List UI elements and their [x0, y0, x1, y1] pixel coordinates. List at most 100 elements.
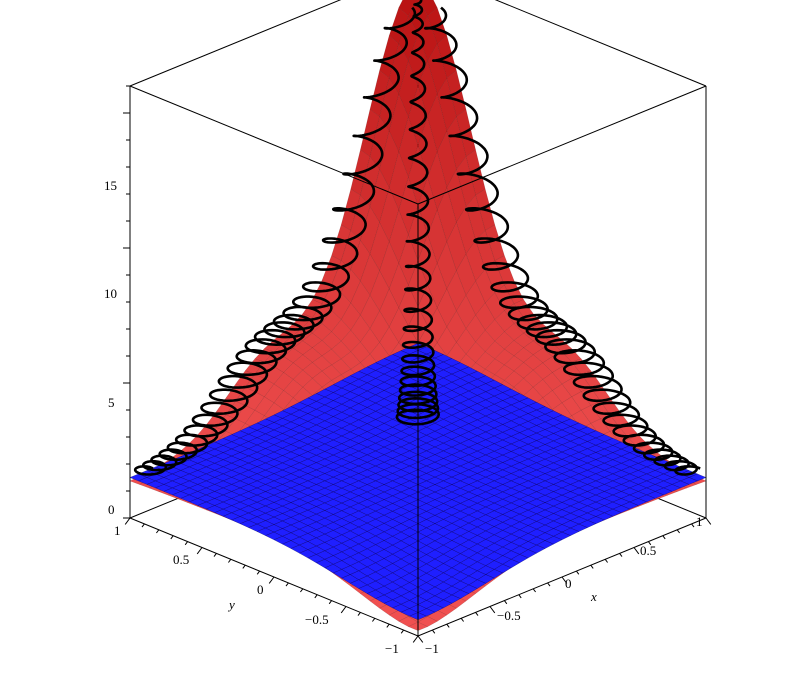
- surface-patch: [446, 116, 467, 170]
- z-axis: [123, 85, 130, 519]
- y-tick: [155, 529, 160, 534]
- surface-patch: [446, 221, 467, 272]
- surface-patch: [456, 328, 476, 355]
- y-tick-label: 0.5: [173, 552, 189, 567]
- surface-patch: [465, 149, 486, 196]
- surface-patch: [350, 280, 371, 316]
- surface-patch: [350, 239, 371, 282]
- surface-patch: [264, 383, 284, 404]
- surface-patch: [513, 347, 534, 363]
- y-tick: [371, 617, 376, 622]
- y-tick: [357, 612, 361, 616]
- surface-patch: [273, 372, 294, 391]
- y-tick: [184, 541, 189, 546]
- surface-patch: [552, 383, 572, 404]
- surface-patch: [312, 340, 332, 357]
- surface-patch: [513, 332, 534, 348]
- z-tick-label: 0: [108, 502, 115, 517]
- x-tick: [576, 570, 580, 575]
- surface-patch: [456, 253, 476, 296]
- y-tick-label: 0: [257, 582, 264, 597]
- surface-patch: [369, 116, 390, 170]
- x-tick: [532, 588, 536, 593]
- surface-patch: [465, 314, 486, 343]
- x-axis: [417, 517, 712, 643]
- surface-patch: [446, 270, 467, 312]
- x-tick-label: −1: [425, 641, 439, 656]
- y-tick: [256, 570, 261, 575]
- surface-patch: [360, 294, 380, 329]
- x-tick-label: −0.5: [497, 608, 521, 623]
- x-tick: [547, 582, 551, 587]
- surface-patch: [360, 253, 380, 296]
- x-tick: [417, 635, 424, 643]
- surface-patch: [456, 294, 476, 329]
- surface-patch: [504, 340, 524, 357]
- surface-patch: [456, 206, 476, 255]
- surface-patch: [465, 280, 486, 316]
- surface-patch: [369, 221, 390, 272]
- y-tick-label: 1: [114, 523, 121, 538]
- y-tick: [242, 564, 246, 569]
- surface-patch: [398, 616, 419, 627]
- surface-patch: [504, 355, 524, 372]
- x-tick-label: 1: [696, 514, 703, 529]
- box-edge: [494, 0, 707, 87]
- y-tick: [412, 635, 419, 643]
- y-tick: [314, 594, 318, 599]
- y-tick-label: −1: [385, 641, 399, 656]
- x-tick-label: 0: [565, 576, 572, 591]
- x-tick: [590, 564, 594, 569]
- y-tick: [124, 517, 131, 525]
- x-tick: [619, 553, 623, 557]
- box-edge: [417, 85, 707, 205]
- y-tick: [141, 523, 145, 528]
- surface-patch: [369, 168, 390, 223]
- y-tick: [213, 553, 217, 557]
- x-tick: [561, 576, 568, 584]
- box-edge: [129, 0, 342, 87]
- x-tick: [446, 623, 450, 628]
- surface-patch: [360, 328, 380, 355]
- surface-patch: [350, 314, 371, 343]
- surface-patch: [398, 234, 419, 286]
- x-tick: [676, 529, 680, 534]
- x-tick: [662, 535, 666, 540]
- y-tick: [340, 606, 347, 614]
- x-tick: [691, 523, 695, 528]
- y-tick-label: −0.5: [305, 612, 329, 627]
- surface-patch: [417, 616, 438, 627]
- x-tick: [633, 547, 640, 555]
- x-tick: [648, 541, 652, 546]
- x-tick: [475, 612, 479, 616]
- surface-patch: [542, 390, 563, 410]
- y-tick: [328, 600, 333, 605]
- y-tick: [400, 629, 405, 634]
- surface-patch: [465, 194, 486, 241]
- x-tick-label: 0.5: [640, 543, 656, 558]
- surface-patch: [446, 168, 467, 223]
- y-tick: [299, 588, 304, 593]
- y-tick: [268, 576, 275, 584]
- surface-patch: [456, 156, 476, 207]
- y-tick: [196, 547, 203, 555]
- surface-patch: [552, 366, 572, 385]
- surface-patch: [532, 379, 553, 398]
- surface-patch: [419, 0, 438, 17]
- x-tick: [489, 606, 496, 614]
- x-tick: [604, 558, 608, 563]
- surface-patch: [302, 347, 323, 363]
- box-edge: [129, 85, 419, 205]
- z-tick-label: 15: [104, 178, 117, 193]
- z-tick-label: 10: [104, 286, 117, 301]
- z-tick-label: 5: [108, 395, 115, 410]
- surface-patch: [417, 116, 438, 178]
- y-axis: [124, 517, 419, 643]
- x-tick: [460, 617, 465, 622]
- x-tick: [705, 517, 712, 525]
- y-axis-label: y: [227, 597, 235, 612]
- y-tick: [285, 582, 289, 587]
- surface-patch: [398, 284, 419, 327]
- y-tick: [227, 558, 232, 563]
